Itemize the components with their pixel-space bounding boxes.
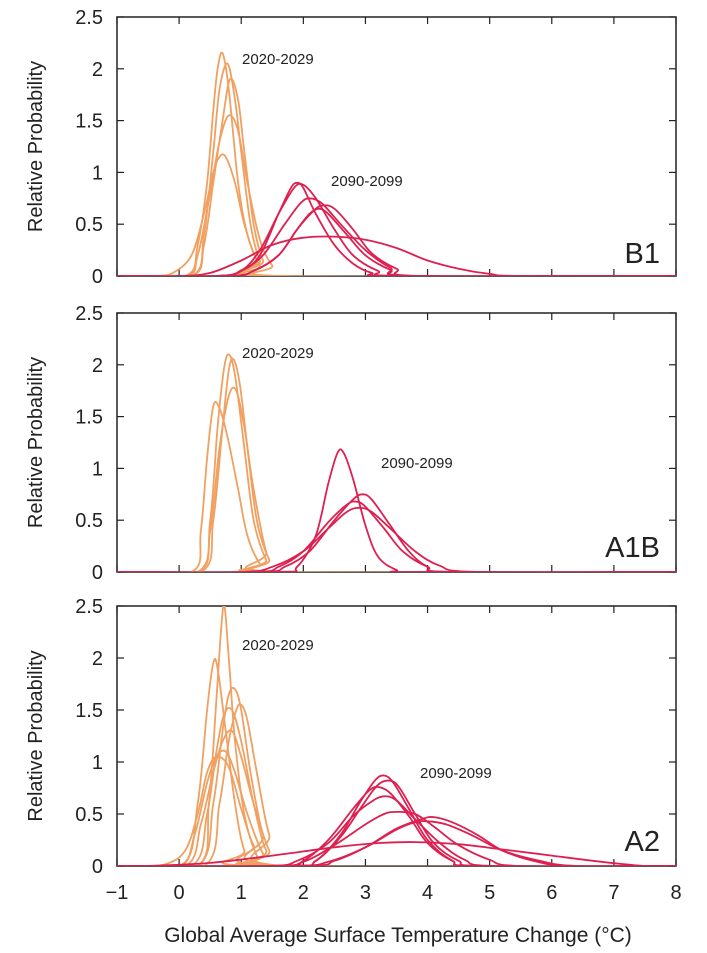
y-tick-label: 1.5: [75, 700, 103, 722]
distribution-curve-2020-2029: [117, 153, 676, 276]
y-tick-label: 0: [92, 562, 103, 584]
y-tick-label: 2: [92, 59, 103, 81]
y-tick-label: 2.5: [75, 303, 103, 325]
x-tick-label: 1: [236, 882, 247, 904]
y-tick-label: 2: [92, 355, 103, 377]
period-label: 2020-2029: [242, 51, 314, 68]
panel-a2: 0 0.5 1 1.5 2 2.5 Relative Probability 2020-202…: [25, 596, 677, 878]
distribution-curve-2020-2029: [117, 357, 676, 572]
distribution-curve-2020-2029: [117, 703, 676, 866]
distribution-curve-2020-2029: [117, 729, 676, 866]
distribution-curve-2090-2099: [117, 204, 676, 276]
distribution-curve-2090-2099: [117, 448, 676, 572]
curves: [117, 606, 676, 866]
curves: [117, 51, 676, 276]
distribution-curve-2020-2029: [117, 114, 676, 276]
period-label: 2090-2099: [420, 765, 492, 782]
x-tick-label: 6: [546, 882, 557, 904]
distribution-curve-2090-2099: [117, 235, 676, 276]
y-axis-title: Relative Probability: [25, 650, 47, 821]
y-axis-title: Relative Probability: [25, 357, 47, 528]
distribution-curve-2090-2099: [117, 816, 676, 866]
distribution-curve-2020-2029: [117, 707, 676, 866]
y-tick-label: 0.5: [75, 510, 103, 532]
period-label: 2020-2029: [242, 637, 314, 654]
x-tick-label: −1: [106, 882, 129, 904]
period-label: 2090-2099: [331, 173, 403, 190]
y-tick-label: 2.5: [75, 596, 103, 618]
distribution-curve-2020-2029: [117, 686, 676, 866]
x-tick-label: 7: [608, 882, 619, 904]
y-tick-label: 1: [92, 162, 103, 184]
distribution-curve-2090-2099: [117, 506, 676, 572]
x-tick-label: 3: [360, 882, 371, 904]
period-label: 2020-2029: [242, 345, 314, 362]
y-tick-label: 1.5: [75, 407, 103, 429]
y-tick-label: 1: [92, 458, 103, 480]
y-tick-label: 0: [92, 856, 103, 878]
x-tick-label: 0: [174, 882, 185, 904]
y-tick-label: 1.5: [75, 111, 103, 133]
curves: [117, 353, 676, 572]
distribution-curve-2090-2099: [117, 810, 676, 866]
distribution-curve-2020-2029: [117, 749, 676, 866]
panel-a1b: 0 0.5 1 1.5 2 2.5 Relative Probability 2020-202…: [25, 303, 677, 584]
plot-frame: [116, 16, 677, 277]
y-tick-label: 0.5: [75, 214, 103, 236]
distribution-curve-2020-2029: [117, 755, 676, 866]
x-axis: −1 0 1 2 3 4 5 6 7 8: [106, 882, 682, 904]
distribution-curve-2020-2029: [117, 657, 676, 866]
distribution-curve-2020-2029: [117, 353, 676, 572]
distribution-curve-2090-2099: [117, 795, 676, 866]
y-tick-label: 1: [92, 752, 103, 774]
distribution-curve-2090-2099: [117, 500, 676, 572]
x-tick-label: 5: [484, 882, 495, 904]
distribution-curve-2020-2029: [117, 77, 676, 276]
y-axis-title: Relative Probability: [25, 61, 47, 232]
y-tick-label: 0.5: [75, 804, 103, 826]
panel-b1: 0 0.5 1 1.5 2 2.5 Relative Probability 2020-202…: [25, 7, 677, 288]
distribution-curve-2090-2099: [117, 779, 676, 866]
distribution-curve-2090-2099: [117, 841, 676, 866]
distribution-curve-2020-2029: [117, 386, 676, 572]
x-tick-label: 8: [670, 882, 681, 904]
scenario-label: A1B: [605, 532, 660, 564]
distribution-curve-2020-2029: [117, 62, 676, 276]
x-tick-label: 2: [298, 882, 309, 904]
period-label: 2090-2099: [381, 455, 453, 472]
distribution-curve-2020-2029: [117, 400, 676, 572]
y-tick-label: 2: [92, 648, 103, 670]
scenario-label: A2: [625, 826, 660, 858]
distribution-curve-2020-2029: [117, 606, 676, 866]
x-tick-label: 4: [422, 882, 433, 904]
x-axis-title: Global Average Surface Temperature Chang…: [164, 924, 632, 947]
y-tick-label: 0: [92, 266, 103, 288]
y-tick-label: 2.5: [75, 7, 103, 29]
scenario-label: B1: [625, 238, 660, 270]
